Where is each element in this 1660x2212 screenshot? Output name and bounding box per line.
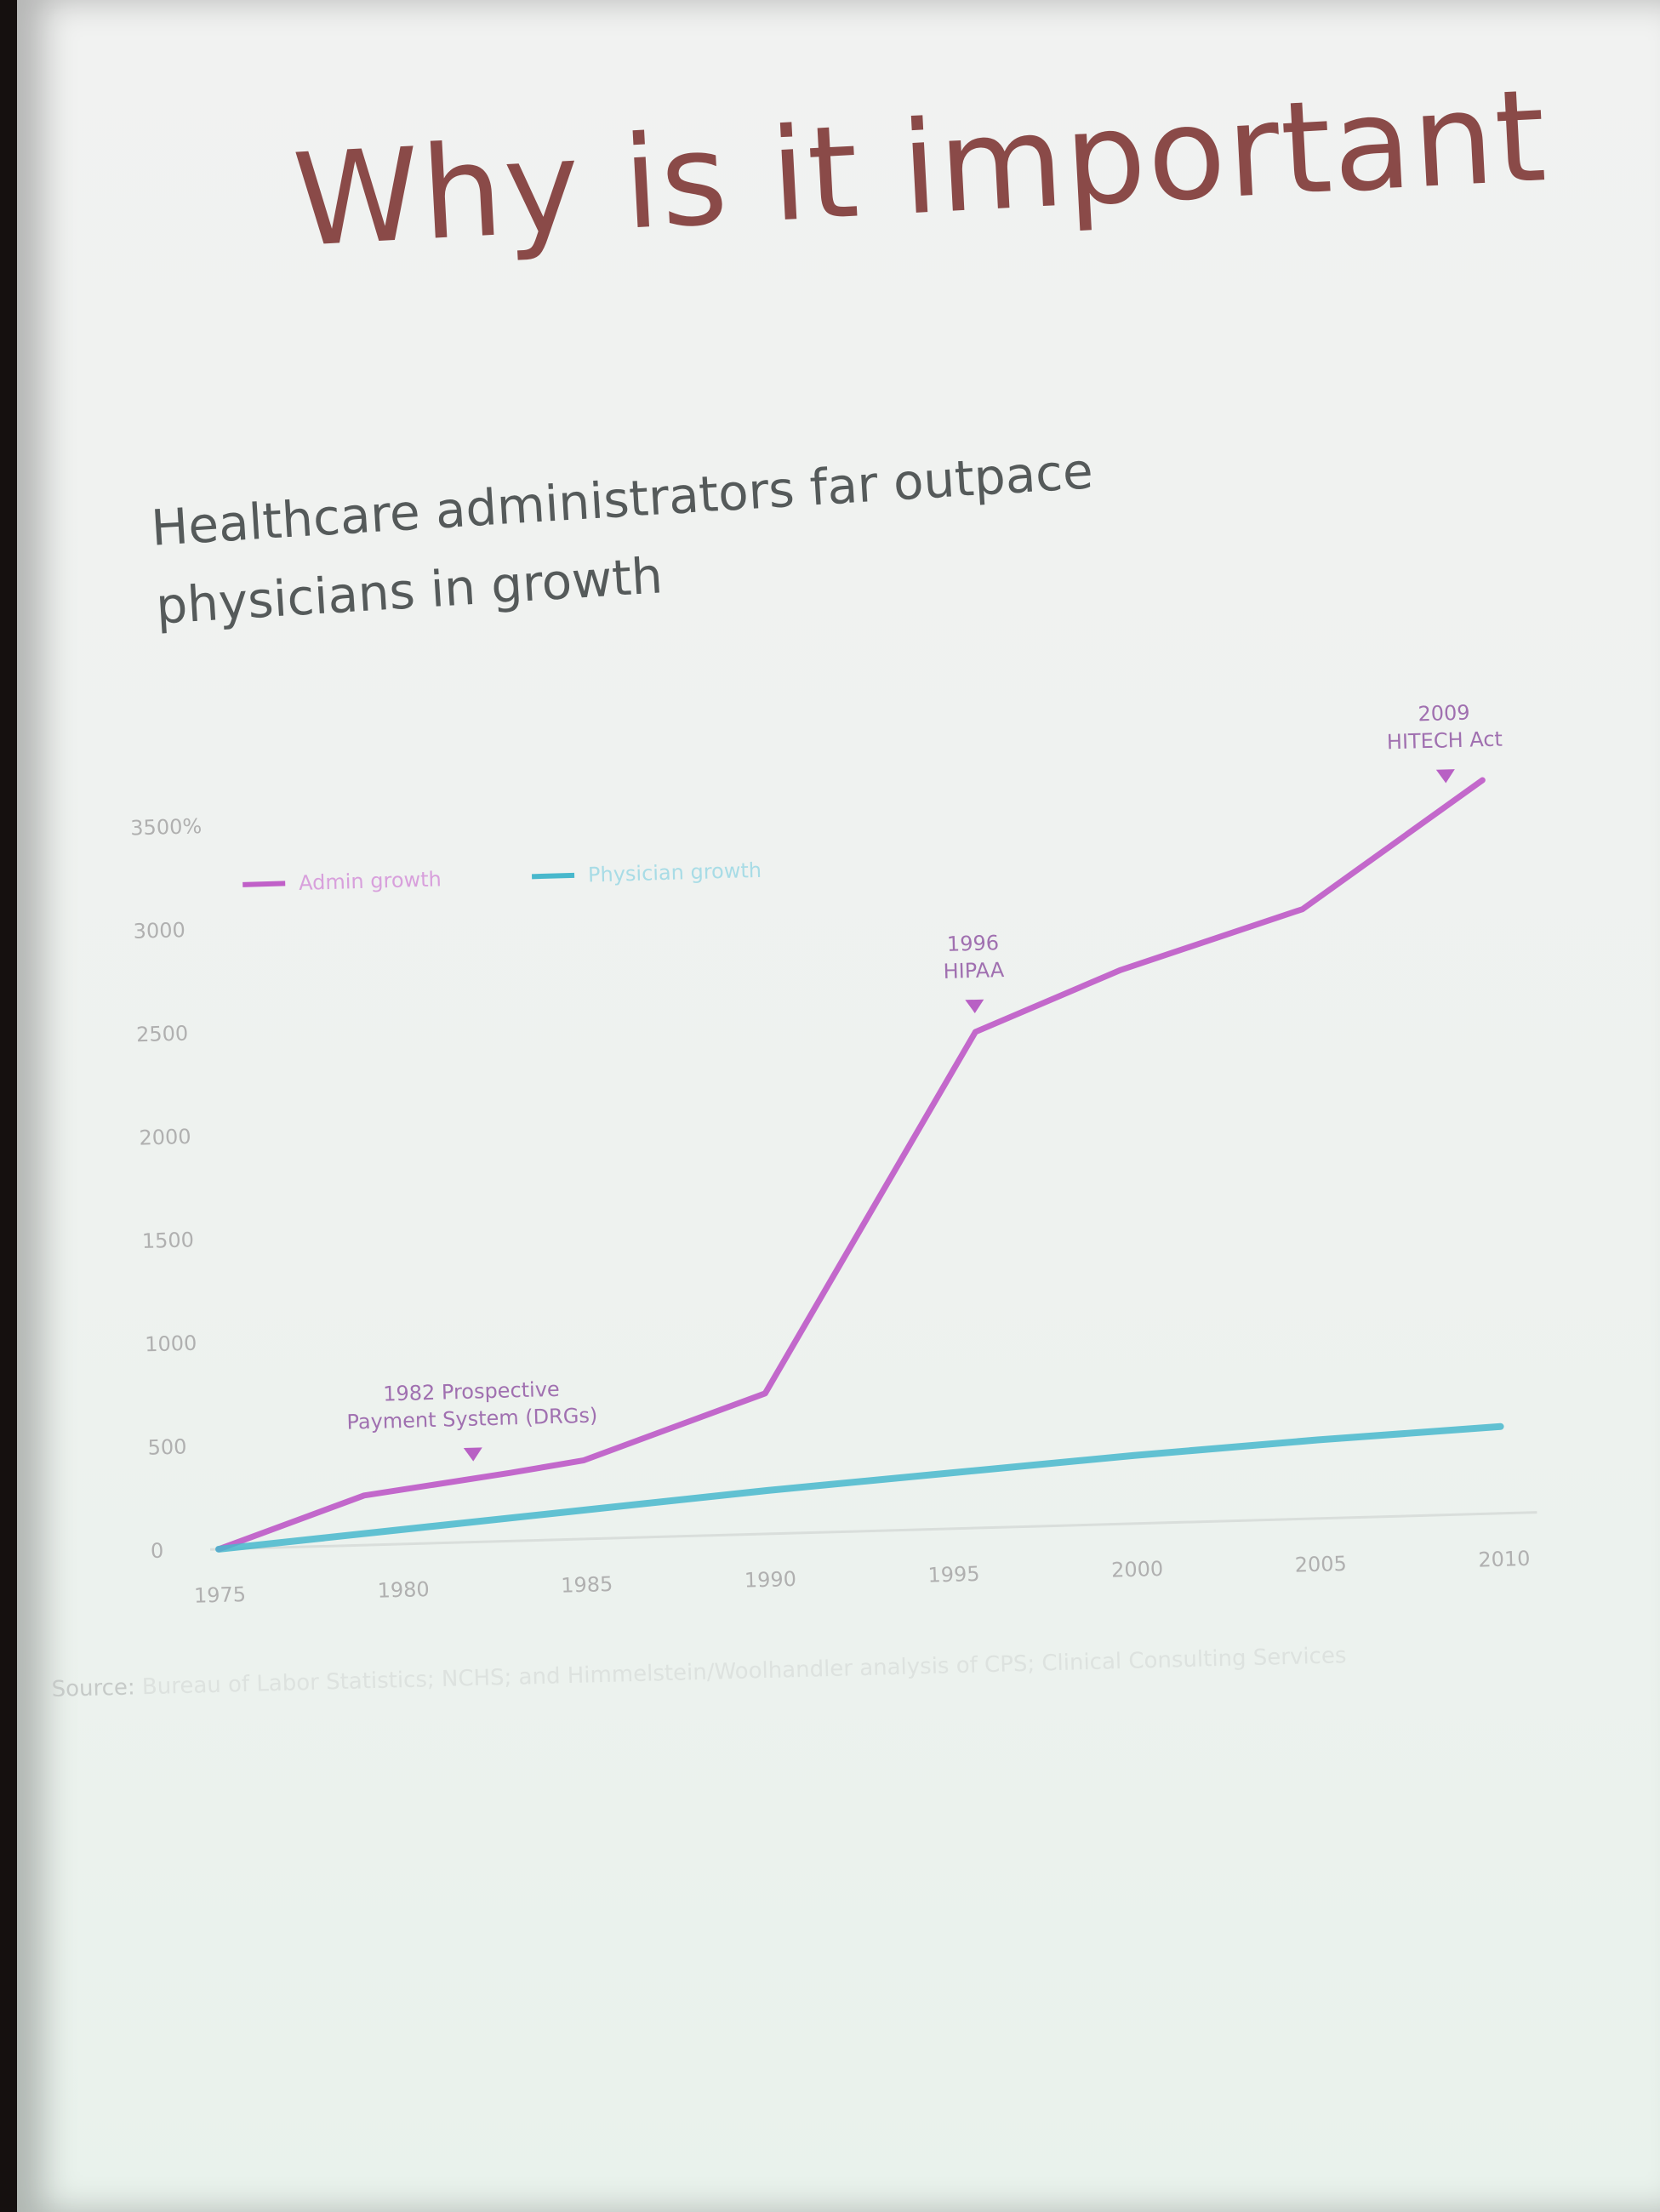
x-tick-label: 2000 <box>1111 1557 1164 1582</box>
x-tick-label: 1980 <box>377 1577 430 1603</box>
legend-label: Physician growth <box>588 858 762 887</box>
y-tick-label: 500 <box>147 1434 187 1459</box>
series-line-admin <box>215 777 1486 1553</box>
slide: Why is it important Healthcare administr… <box>17 0 1660 2212</box>
annotation-label: 1996 <box>947 931 1000 956</box>
y-tick-label: 0 <box>151 1539 164 1563</box>
series-line-physician <box>215 1422 1504 1553</box>
annotation-label: HIPAA <box>943 958 1005 983</box>
legend-label: Admin growth <box>299 867 442 895</box>
x-tick-label: 1990 <box>744 1567 797 1593</box>
x-tick-label: 1995 <box>927 1562 980 1588</box>
annotation-marker <box>965 999 984 1013</box>
annotation-label: 2009 <box>1418 701 1470 727</box>
annotation-marker <box>463 1447 482 1462</box>
annotation-label: 1982 Prospective <box>383 1377 560 1406</box>
y-tick-label: 2000 <box>139 1125 191 1150</box>
legend-swatch <box>242 881 286 887</box>
x-tick-label: 1975 <box>194 1582 247 1608</box>
annotation-label: Payment System (DRGs) <box>346 1404 597 1434</box>
annotation-marker <box>1435 769 1455 784</box>
y-tick-label: 2500 <box>136 1022 189 1047</box>
line-chart: 0 500 1000 1500 2000 2500 3000 3500% 1975 1980 198… <box>130 701 1537 1608</box>
x-tick-label: 1985 <box>561 1572 613 1598</box>
legend-swatch <box>532 872 575 880</box>
y-tick-label: 3000 <box>133 918 185 944</box>
plot-area: 0 500 1000 1500 2000 2500 3000 3500% 1975 1980 198… <box>130 701 1537 1608</box>
x-axis-line <box>209 1511 1537 1551</box>
y-tick-label: 1500 <box>141 1228 194 1253</box>
source-label: Source: <box>51 1674 136 1702</box>
annotation-label: HITECH Act <box>1387 727 1503 755</box>
y-tick-label: 3500% <box>130 814 203 840</box>
x-tick-label: 2005 <box>1294 1552 1347 1577</box>
y-tick-label: 1000 <box>145 1331 197 1357</box>
x-tick-label: 2010 <box>1478 1547 1531 1572</box>
